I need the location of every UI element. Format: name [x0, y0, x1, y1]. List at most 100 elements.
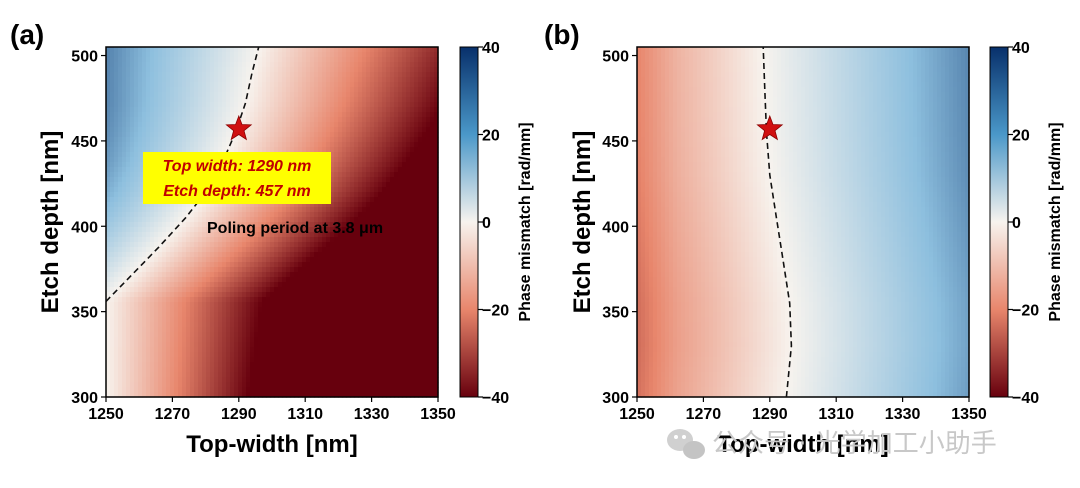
heatmap-cell	[366, 307, 371, 313]
heatmap-cell	[114, 117, 119, 123]
heatmap-cell	[310, 82, 315, 88]
heatmap-cell	[106, 97, 111, 103]
heatmap-cell	[358, 222, 363, 228]
heatmap-cell	[266, 132, 271, 138]
heatmap-cell	[158, 252, 163, 258]
heatmap-cell	[210, 247, 215, 253]
heatmap-cell	[314, 227, 319, 233]
heatmap-cell	[214, 227, 219, 233]
heatmap-cell	[278, 297, 283, 303]
heatmap-cell	[422, 67, 427, 73]
heatmap-cell	[338, 237, 343, 243]
heatmap-cell	[314, 147, 319, 153]
heatmap-cell	[154, 112, 159, 118]
heatmap-cell	[414, 112, 419, 118]
heatmap-cell	[190, 292, 195, 298]
heatmap-cell	[426, 182, 431, 188]
heatmap-cell	[302, 297, 307, 303]
heatmap-cell	[202, 222, 207, 228]
heatmap-cell	[178, 257, 183, 263]
heatmap-cell	[422, 47, 427, 53]
heatmap-cell	[426, 142, 431, 148]
heatmap-cell	[406, 217, 411, 223]
heatmap-cell	[222, 337, 227, 343]
heatmap-cell	[162, 302, 167, 308]
heatmap-cell	[358, 317, 363, 323]
heatmap-cell	[162, 202, 167, 208]
heatmap-cell	[166, 202, 171, 208]
heatmap-cell	[186, 222, 191, 228]
heatmap-cell	[434, 172, 439, 178]
heatmap-cell	[430, 227, 435, 233]
heatmap-cell	[398, 82, 403, 88]
heatmap-cell	[362, 107, 367, 113]
heatmap-cell	[374, 97, 379, 103]
heatmap-cell	[282, 52, 287, 58]
heatmap-cell	[230, 287, 235, 293]
heatmap-cell	[430, 77, 435, 83]
heatmap-cell	[326, 147, 331, 153]
heatmap-cell	[154, 122, 159, 128]
heatmap-cell	[306, 337, 311, 343]
heatmap-cell	[378, 177, 383, 183]
heatmap-cell	[322, 62, 327, 68]
heatmap-cell	[306, 137, 311, 143]
heatmap-cell	[134, 227, 139, 233]
heatmap-cell	[162, 92, 167, 98]
heatmap-cell	[170, 222, 175, 228]
heatmap-cell	[126, 82, 131, 88]
heatmap-cell	[334, 127, 339, 133]
heatmap-cell	[326, 332, 331, 338]
heatmap-cell	[158, 232, 163, 238]
heatmap-cell	[402, 197, 407, 203]
heatmap-cell	[398, 62, 403, 68]
heatmap-cell	[290, 142, 295, 148]
heatmap-cell	[374, 257, 379, 263]
heatmap-cell	[382, 182, 387, 188]
heatmap-cell	[374, 337, 379, 343]
heatmap-cell	[298, 227, 303, 233]
heatmap-cell	[410, 267, 415, 273]
heatmap-cell	[310, 322, 315, 328]
heatmap-cell	[382, 147, 387, 153]
heatmap-cell	[402, 177, 407, 183]
heatmap-cell	[362, 197, 367, 203]
heatmap-cell	[110, 47, 115, 53]
heatmap-cell	[238, 322, 243, 328]
heatmap-cell	[162, 277, 167, 283]
heatmap-cell	[346, 162, 351, 168]
heatmap-cell	[106, 122, 111, 128]
heatmap-cell	[406, 72, 411, 78]
heatmap-cell	[118, 282, 123, 288]
heatmap-cell	[186, 112, 191, 118]
heatmap-cell	[406, 82, 411, 88]
heatmap-cell	[202, 82, 207, 88]
heatmap-cell	[194, 87, 199, 93]
heatmap-cell	[242, 202, 247, 208]
heatmap-cell	[202, 77, 207, 83]
heatmap-cell	[154, 57, 159, 63]
heatmap-cell	[306, 247, 311, 253]
heatmap-cell	[418, 322, 423, 328]
heatmap-cell	[366, 272, 371, 278]
heatmap-cell	[290, 267, 295, 273]
heatmap-cell	[194, 232, 199, 238]
heatmap-cell	[334, 262, 339, 268]
heatmap-cell	[198, 62, 203, 68]
heatmap-cell	[182, 122, 187, 128]
heatmap-cell	[222, 52, 227, 58]
heatmap-cell	[234, 322, 239, 328]
heatmap-cell	[118, 72, 123, 78]
heatmap-cell	[150, 232, 155, 238]
heatmap-cell	[110, 322, 115, 328]
heatmap-cell	[418, 202, 423, 208]
heatmap-cell	[342, 92, 347, 98]
heatmap-cell	[262, 317, 267, 323]
heatmap-cell	[214, 72, 219, 78]
heatmap-cell	[190, 122, 195, 128]
heatmap-cell	[370, 102, 375, 108]
heatmap-cell	[318, 147, 323, 153]
heatmap-cell	[430, 137, 435, 143]
heatmap-cell	[230, 262, 235, 268]
heatmap-cell	[194, 117, 199, 123]
